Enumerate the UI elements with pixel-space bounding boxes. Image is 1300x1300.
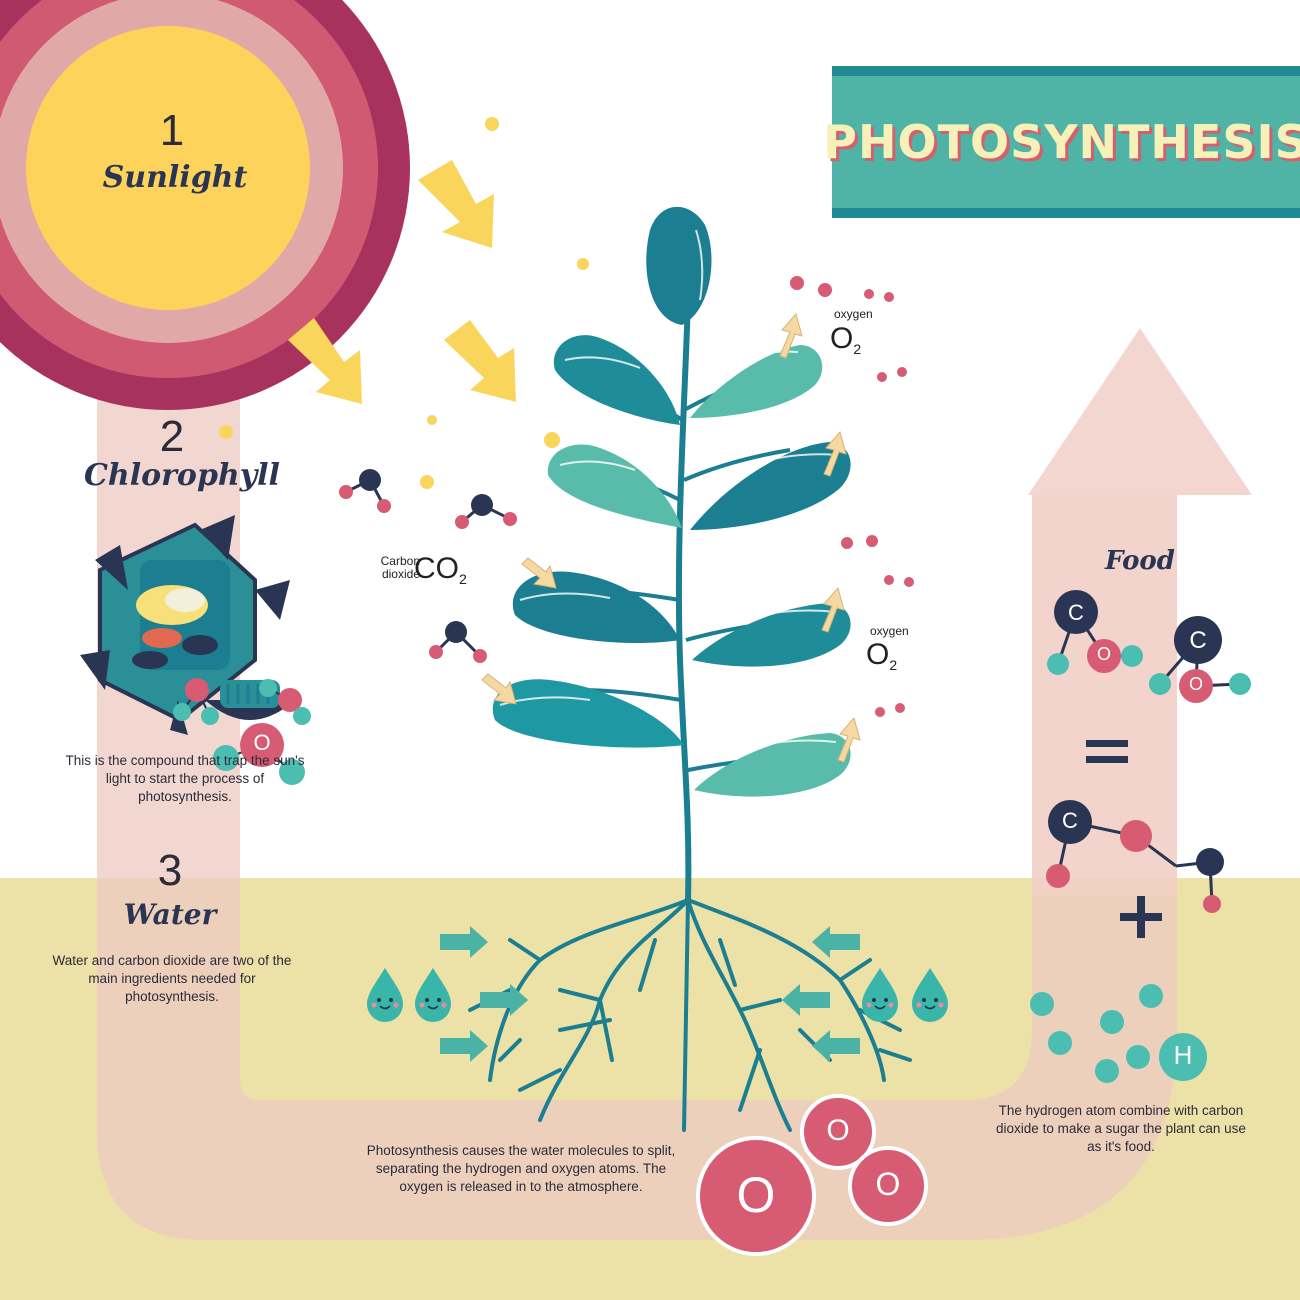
atom-c-1: C <box>1068 600 1084 625</box>
atom-o-large: O <box>736 1167 776 1223</box>
step-2-number: 2 <box>159 412 185 461</box>
atom-o-water: O <box>253 730 271 755</box>
plant-stem <box>675 299 692 901</box>
sunlight-arrows <box>219 117 589 489</box>
o2-top-formula: O2 <box>830 322 861 357</box>
o2-top-formula-sub: 2 <box>853 341 862 357</box>
atom-o-2: O <box>1188 674 1203 694</box>
o2-mid-formula-sub: 2 <box>889 657 898 673</box>
sun <box>0 0 410 410</box>
o2-top-formula-base: O <box>830 322 854 355</box>
title-banner: PHOTOSYNTHESIS <box>823 66 1300 218</box>
o2-mid-formula: O2 <box>866 638 897 673</box>
step-1-number: 1 <box>159 106 185 155</box>
plant-cell-illustration <box>80 515 295 735</box>
h2o-molecules <box>173 678 311 785</box>
atom-o-medium-1: O <box>826 1114 850 1147</box>
o2-top-name: oxygen <box>834 307 873 321</box>
atom-c-2: C <box>1189 627 1207 654</box>
water-arrows <box>440 926 860 1062</box>
o2-mid-name: oxygen <box>870 624 909 638</box>
co2-name: Carbon dioxide <box>380 554 420 581</box>
plant-roots <box>468 898 912 1132</box>
gas-arrows <box>481 312 861 763</box>
co2-formula: CO2 <box>414 552 467 587</box>
food-label: Food <box>1105 546 1175 576</box>
o2-mid-formula-base: O <box>866 638 890 671</box>
oxygen-atoms <box>696 1094 928 1256</box>
atom-o-1: O <box>1096 644 1111 664</box>
o2-molecules <box>788 274 916 719</box>
atom-h-large: H <box>1173 1040 1193 1070</box>
food-molecules <box>1030 590 1251 1083</box>
split-description: Photosynthesis causes the water molecule… <box>366 1143 676 1194</box>
title-band-bottom <box>832 208 1300 218</box>
step-2-label: Chlorophyll <box>84 458 280 493</box>
co2-molecules <box>339 469 517 663</box>
hydrogen-description: The hydrogen atom combine with carbon di… <box>996 1103 1246 1154</box>
atom-o-medium-2: O <box>875 1166 901 1202</box>
step-3-number: 3 <box>157 846 183 895</box>
step-1-label: Sunlight <box>102 160 248 195</box>
step-3-description: Water and carbon dioxide are two of the … <box>52 953 292 1004</box>
plant-leaves <box>492 206 851 797</box>
step-3-label: Water <box>123 898 217 931</box>
co2-formula-sub: 2 <box>459 571 467 587</box>
page-title: PHOTOSYNTHESIS <box>823 115 1300 169</box>
title-band-top <box>832 66 1300 76</box>
step-2-description: This is the compound that trap the sun's… <box>65 753 305 804</box>
co2-formula-base: CO <box>414 552 459 585</box>
process-arrow-head <box>1028 328 1252 495</box>
atom-c-3: C <box>1062 808 1078 833</box>
